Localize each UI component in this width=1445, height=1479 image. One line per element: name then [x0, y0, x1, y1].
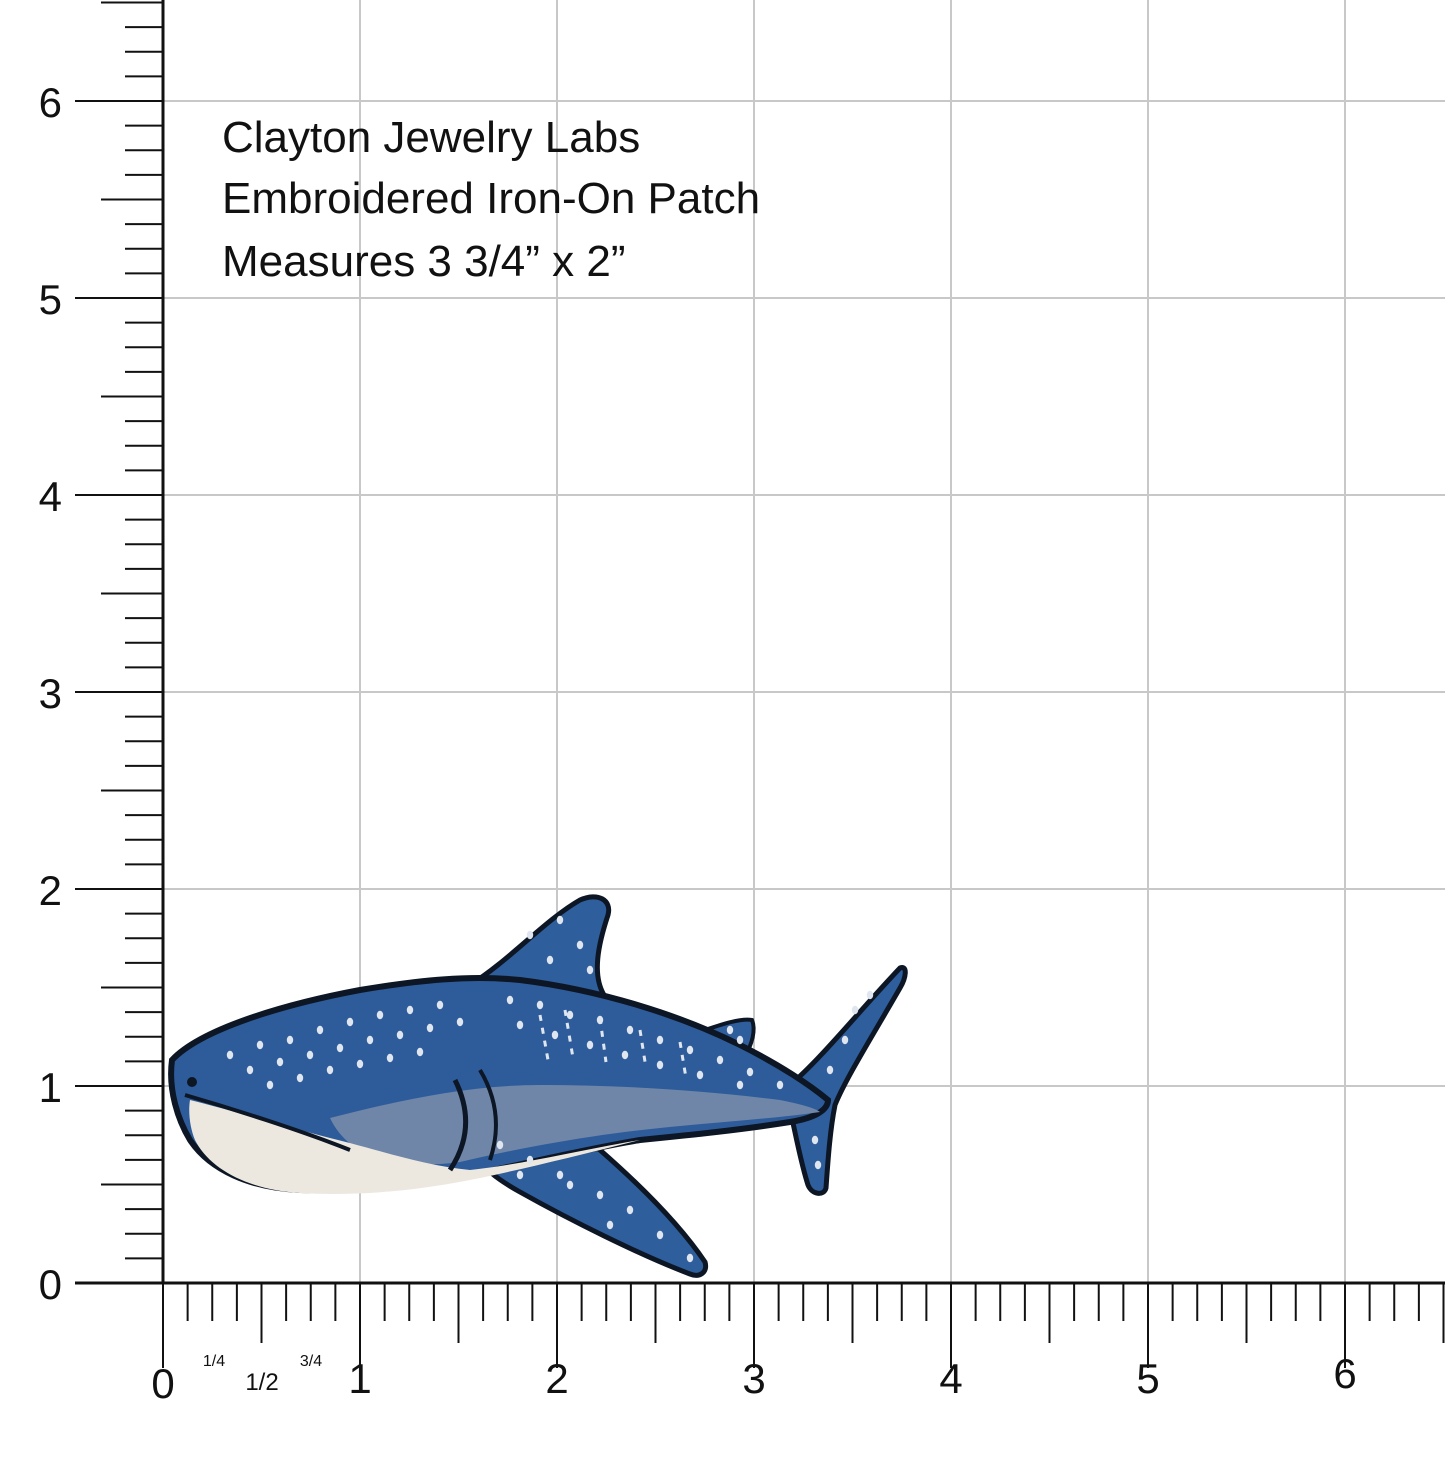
- x-axis-label: 2: [545, 1355, 568, 1402]
- shark-spot: [576, 940, 584, 950]
- shark-spot: [626, 1025, 634, 1035]
- shark-side-band: [330, 1085, 820, 1165]
- shark-spot: [716, 1055, 724, 1065]
- gill-line: [478, 1068, 498, 1161]
- shark-spot: [296, 1073, 304, 1083]
- shark-spot: [386, 1053, 394, 1063]
- gill-line: [447, 1078, 469, 1172]
- shark-spot: [436, 1000, 444, 1010]
- shark-spot: [686, 1253, 694, 1263]
- shark-spot: [326, 1065, 334, 1075]
- fraction-label: 1/2: [245, 1369, 278, 1396]
- shark-spot: [276, 1057, 284, 1067]
- shark-spot: [306, 1050, 314, 1060]
- shark-spots: [226, 915, 874, 1263]
- shark-spot: [416, 1047, 424, 1057]
- shark-spot: [686, 1045, 694, 1055]
- x-axis-label: 1: [348, 1355, 371, 1402]
- shark-spot: [851, 1005, 859, 1015]
- shark-spot: [736, 1035, 744, 1045]
- y-axis-label: 1: [39, 1064, 62, 1111]
- grid-lines: [163, 0, 1445, 1283]
- shark-spot: [356, 1059, 364, 1069]
- shark-spot: [516, 1020, 524, 1030]
- ruler-ticks: [75, 0, 1445, 1368]
- caption-brand: Clayton Jewelry Labs: [222, 113, 641, 162]
- shark-spot: [266, 1080, 274, 1090]
- shark-spot: [566, 1180, 574, 1190]
- shark-spot: [656, 1230, 664, 1240]
- y-axis-label: 3: [39, 670, 62, 717]
- shark-spot: [814, 1160, 822, 1170]
- shark-eye: [187, 1077, 197, 1087]
- shark-spot: [256, 1040, 264, 1050]
- shark-spot: [536, 1000, 544, 1010]
- shark-spot: [346, 1017, 354, 1027]
- shark-spot: [776, 1080, 784, 1090]
- fraction-label: 1/4: [203, 1353, 225, 1370]
- x-axis-label: 4: [939, 1355, 962, 1402]
- shark-spot: [746, 1067, 754, 1077]
- fraction-label: 3/4: [300, 1353, 322, 1370]
- shark-spot: [596, 1190, 604, 1200]
- shark-spot: [656, 1035, 664, 1045]
- shark-spot: [496, 1140, 504, 1150]
- shark-spot: [586, 1040, 594, 1050]
- shark-spot: [551, 1030, 559, 1040]
- shark-spot: [286, 1035, 294, 1045]
- y-axis-label: 5: [39, 276, 62, 323]
- shark-spot: [526, 930, 534, 940]
- shark-spot: [516, 1170, 524, 1180]
- x-axis-label: 6: [1333, 1350, 1356, 1397]
- shark-spot: [366, 1035, 374, 1045]
- shark-spot: [866, 990, 874, 1000]
- shark-spot: [406, 1005, 414, 1015]
- shark-spot: [546, 955, 554, 965]
- shark-spot: [506, 995, 514, 1005]
- shark-spot: [841, 1035, 849, 1045]
- shark-spot: [316, 1025, 324, 1035]
- shark-spot: [826, 1065, 834, 1075]
- shark-spot: [606, 1220, 614, 1230]
- shark-spot: [726, 1025, 734, 1035]
- y-axis-label: 4: [39, 473, 62, 520]
- x-axis-label: 5: [1136, 1355, 1159, 1402]
- y-axis-label: 0: [39, 1261, 62, 1308]
- shark-spot: [376, 1010, 384, 1020]
- shark-spot: [396, 1030, 404, 1040]
- tail-fin: [787, 965, 908, 1196]
- shark-spot: [626, 1205, 634, 1215]
- shark-spot: [336, 1043, 344, 1053]
- shark-stripe: [563, 1009, 575, 1059]
- shark-spot: [246, 1065, 254, 1075]
- shark-mouth: [184, 1093, 351, 1152]
- shark-spot: [656, 1060, 664, 1070]
- whale-shark-patch: [168, 894, 908, 1278]
- y-axis-label: 2: [39, 867, 62, 914]
- shark-spot: [226, 1050, 234, 1060]
- shark-spot: [586, 965, 594, 975]
- shark-spot: [556, 915, 564, 925]
- y-axis-label: 6: [39, 79, 62, 126]
- shark-spot: [456, 1017, 464, 1027]
- shark-spot: [426, 1023, 434, 1033]
- shark-belly: [189, 1100, 641, 1194]
- shark-spot: [621, 1050, 629, 1060]
- shark-spot: [736, 1080, 744, 1090]
- x-axis-label: 0: [151, 1360, 174, 1407]
- shark-spot: [696, 1070, 704, 1080]
- shark-spot: [526, 1155, 534, 1165]
- shark-spot: [566, 1010, 574, 1020]
- shark-spot: [811, 1135, 819, 1145]
- caption-dimensions: Measures 3 3/4” x 2”: [222, 237, 626, 286]
- x-axis-label: 3: [742, 1355, 765, 1402]
- shark-spot: [556, 1170, 564, 1180]
- shark-stripe: [678, 1041, 688, 1079]
- caption-product: Embroidered Iron-On Patch: [222, 174, 761, 223]
